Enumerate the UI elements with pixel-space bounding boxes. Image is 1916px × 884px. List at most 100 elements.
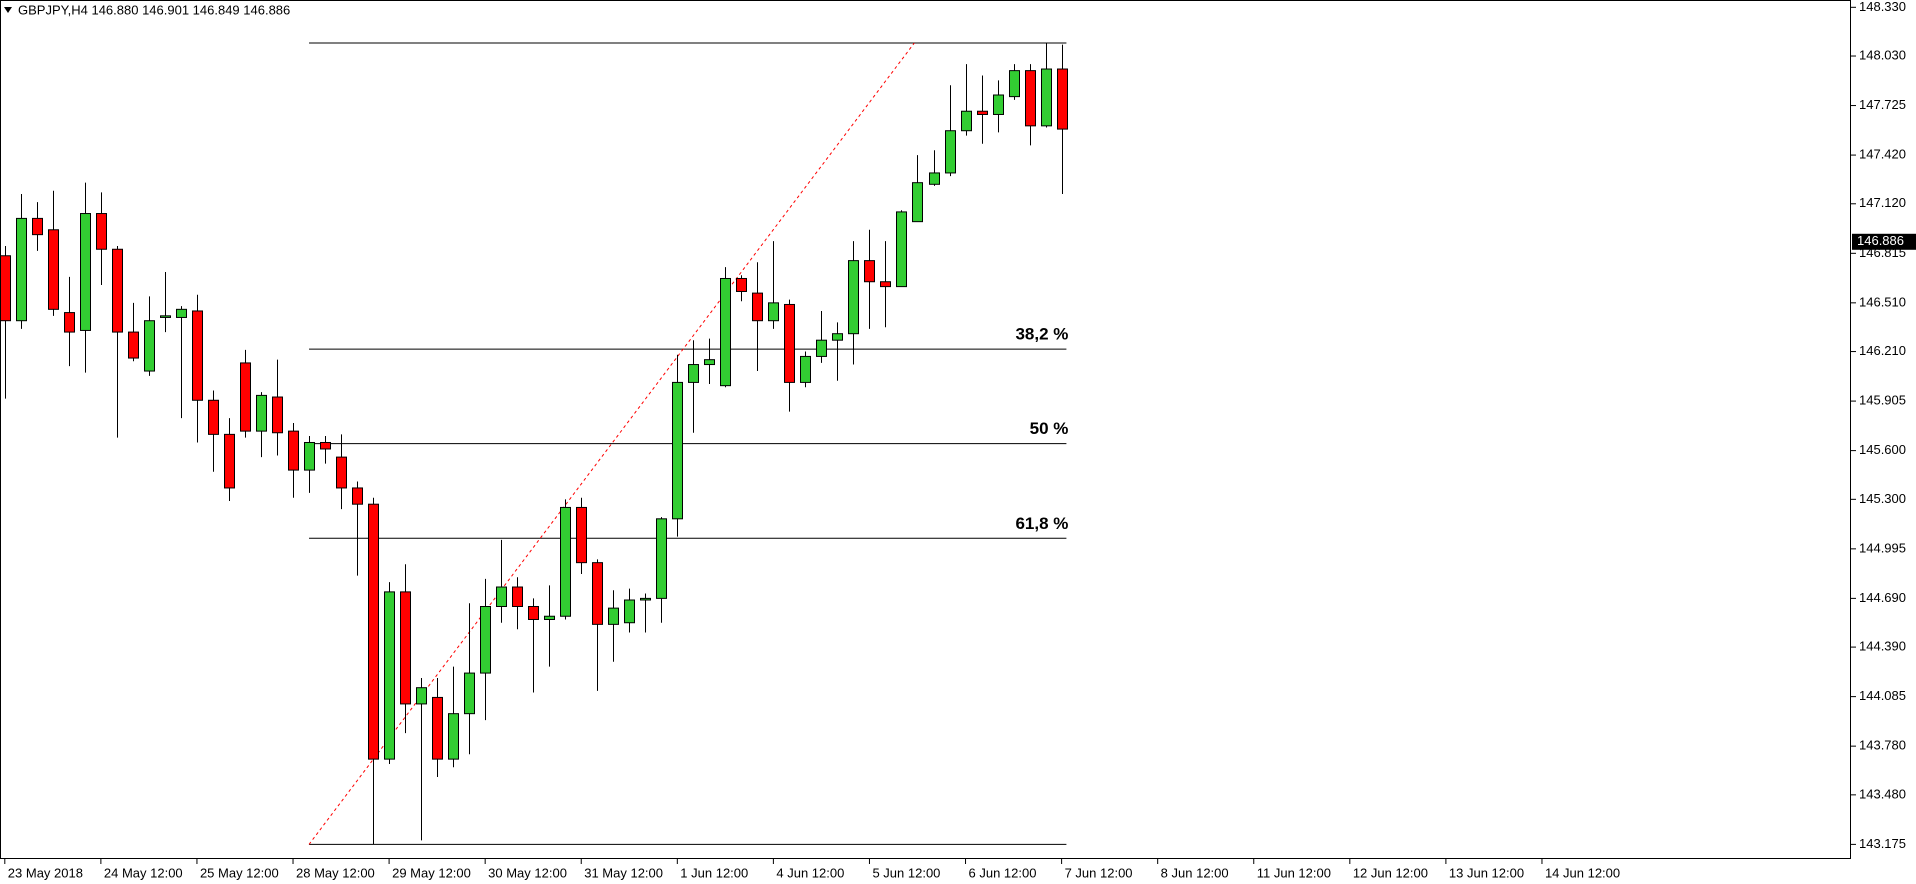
x-tick-label: 4 Jun 12:00	[776, 865, 844, 880]
x-tick-label: 25 May 12:00	[200, 865, 279, 880]
candle-body	[912, 182, 923, 223]
y-tick-label: 144.085	[1859, 688, 1906, 703]
y-tick-label: 148.330	[1859, 0, 1906, 14]
candle-body	[144, 320, 155, 372]
candle-body	[416, 687, 427, 705]
x-tick-label: 31 May 12:00	[584, 865, 663, 880]
x-tick-label: 13 Jun 12:00	[1449, 865, 1524, 880]
candle-body	[352, 487, 363, 505]
candle-body	[64, 312, 75, 333]
candle-body	[224, 433, 235, 489]
y-tick-label: 146.510	[1859, 294, 1906, 309]
candle-body	[32, 217, 43, 236]
y-tick-label: 145.905	[1859, 393, 1906, 408]
fib-level-label: 61,8 %	[1015, 514, 1068, 533]
candle-body	[320, 441, 331, 450]
candle-body	[176, 308, 187, 318]
y-tick-label: 144.690	[1859, 590, 1906, 605]
candle-body	[528, 605, 539, 620]
candle-body	[977, 110, 988, 115]
plot-frame	[0, 0, 1851, 859]
candle-body	[624, 599, 635, 624]
candle-body	[160, 315, 171, 318]
candle-body	[929, 172, 940, 185]
candle-body	[544, 615, 555, 620]
candle-body	[656, 518, 667, 599]
x-tick-label: 23 May 2018	[8, 865, 83, 880]
candle-body	[945, 130, 956, 174]
candle-body	[704, 359, 715, 366]
candle-body	[400, 591, 411, 705]
x-tick-label: 1 Jun 12:00	[680, 865, 748, 880]
candle-body	[848, 260, 859, 335]
candle-body	[432, 696, 443, 760]
y-tick-label: 146.210	[1859, 343, 1906, 358]
candle-body	[864, 260, 875, 283]
fib-level-label: 50 %	[1030, 419, 1069, 438]
y-tick-label: 144.995	[1859, 540, 1906, 555]
candle-body	[1057, 68, 1068, 130]
current-price-box	[1852, 233, 1916, 250]
candle-body	[816, 339, 827, 357]
current-price-label: 146.886	[1857, 233, 1904, 248]
y-tick-label: 148.030	[1859, 47, 1906, 62]
candle-body	[784, 303, 795, 383]
candle-body	[768, 302, 779, 322]
y-tick-label: 147.725	[1859, 97, 1906, 112]
y-tick-label: 144.390	[1859, 639, 1906, 654]
x-tick-label: 29 May 12:00	[392, 865, 471, 880]
candle-body	[0, 255, 11, 322]
candle-body	[672, 381, 683, 520]
y-tick-label: 143.480	[1859, 786, 1906, 801]
candle-body	[304, 441, 315, 471]
x-tick-label: 24 May 12:00	[104, 865, 183, 880]
candle-body	[256, 394, 267, 432]
candle-body	[560, 506, 571, 617]
candle-body	[880, 281, 891, 288]
candle-body	[288, 430, 299, 471]
candle-body	[1025, 70, 1036, 127]
candle-body	[800, 355, 811, 383]
y-tick-label: 145.600	[1859, 442, 1906, 457]
candle-body	[496, 586, 507, 607]
candle-body	[720, 277, 731, 387]
candle-body	[448, 713, 459, 760]
y-tick-label: 143.780	[1859, 738, 1906, 753]
candle-body	[961, 110, 972, 132]
candle-body	[368, 503, 379, 760]
y-tick-label: 143.175	[1859, 836, 1906, 851]
candle-body	[272, 396, 283, 434]
x-tick-label: 30 May 12:00	[488, 865, 567, 880]
candle-body	[688, 364, 699, 383]
candle-body	[640, 597, 651, 601]
x-tick-label: 14 Jun 12:00	[1545, 865, 1620, 880]
candle-body	[80, 213, 91, 331]
candle-body	[384, 591, 395, 760]
candle-body	[16, 217, 27, 322]
candle-body	[96, 213, 107, 250]
candle-body	[1009, 70, 1020, 98]
candle-body	[512, 586, 523, 607]
x-tick-label: 7 Jun 12:00	[1065, 865, 1133, 880]
x-tick-label: 12 Jun 12:00	[1353, 865, 1428, 880]
candle-body	[336, 456, 347, 489]
candle-body	[128, 331, 139, 359]
y-tick-label: 147.120	[1859, 195, 1906, 210]
candle-body	[208, 399, 219, 435]
fib-level-label: 38,2 %	[1015, 325, 1068, 344]
candle-body	[736, 277, 747, 292]
candle-body	[896, 211, 907, 288]
menu-arrow	[4, 7, 12, 13]
x-tick-label: 6 Jun 12:00	[969, 865, 1037, 880]
x-tick-label: 11 Jun 12:00	[1257, 865, 1331, 880]
candle-body	[832, 333, 843, 341]
x-tick-label: 8 Jun 12:00	[1161, 865, 1229, 880]
x-tick-label: 28 May 12:00	[296, 865, 375, 880]
candle-body	[48, 229, 59, 310]
trend-line	[308, 42, 915, 845]
candle-body	[608, 607, 619, 625]
candle-body	[240, 362, 251, 432]
candle-body	[1041, 68, 1052, 127]
